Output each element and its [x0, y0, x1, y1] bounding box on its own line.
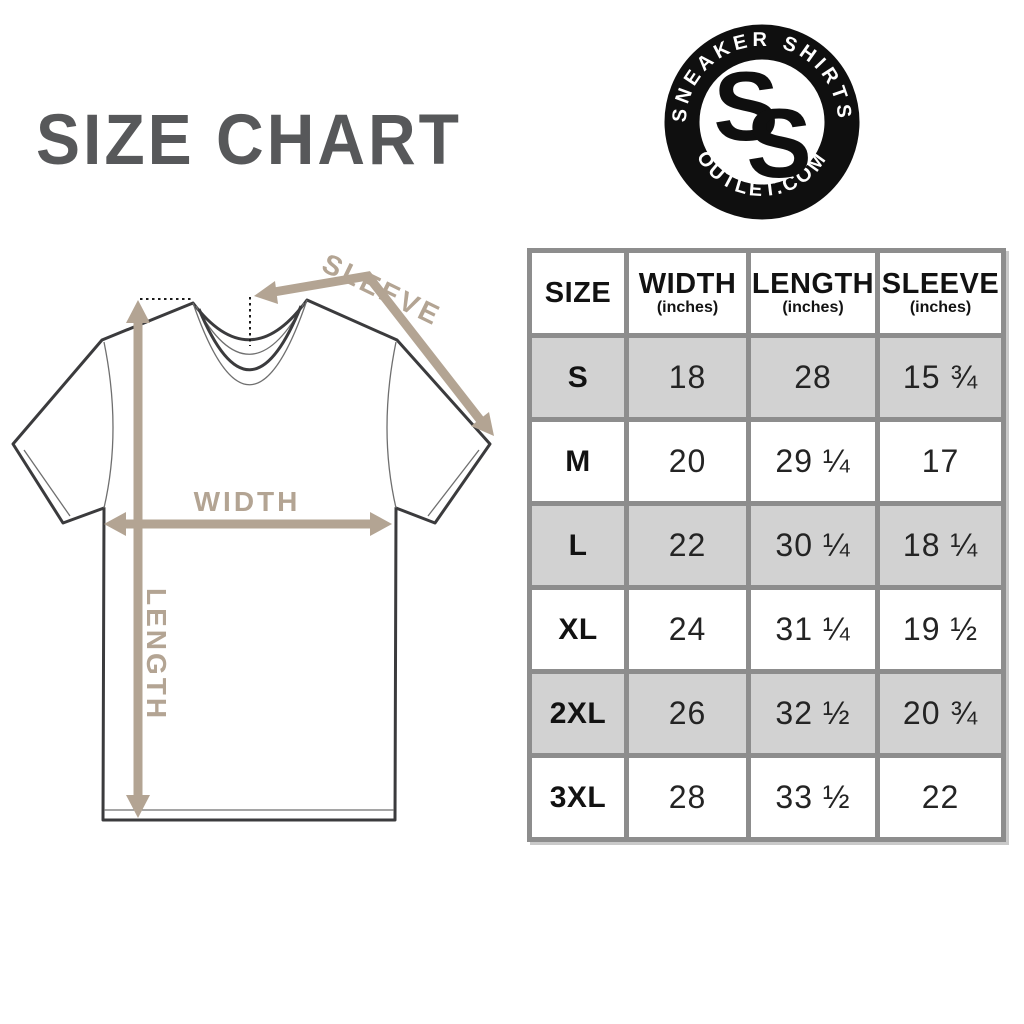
- width-cell: 26: [624, 669, 751, 758]
- width-arrow: [104, 512, 392, 536]
- col-header-sublabel: (inches): [656, 299, 719, 317]
- length-arrow: [126, 300, 150, 818]
- col-header-sublabel: (inches): [909, 299, 972, 317]
- left-cuff-seam: [23, 449, 71, 517]
- col-header-sleeve: SLEEVE (inches): [875, 248, 1006, 338]
- right-cuff-seam: [427, 449, 480, 517]
- sleeve-arrow: [254, 271, 494, 436]
- width-cell: 24: [624, 585, 751, 674]
- width-label: WIDTH: [194, 486, 301, 517]
- table-header-row: SIZE WIDTH (inches) LENGTH (inches) SLEE…: [527, 248, 1006, 338]
- collar-seam-lower: [192, 299, 308, 386]
- width-cell: 22: [624, 501, 751, 590]
- length-cell: 29 ¼: [746, 417, 880, 506]
- size-cell: XL: [527, 585, 629, 674]
- length-cell: 31 ¼: [746, 585, 880, 674]
- sleeve-cell: 19 ½: [875, 585, 1006, 674]
- width-cell: 18: [624, 333, 751, 422]
- size-table-container: SIZE WIDTH (inches) LENGTH (inches) SLEE…: [527, 248, 1006, 842]
- length-cell: 30 ¼: [746, 501, 880, 590]
- sleeve-cell: 17: [875, 417, 1006, 506]
- col-header-label: LENGTH: [751, 267, 875, 300]
- col-header-label: SIZE: [544, 276, 612, 309]
- size-table: SIZE WIDTH (inches) LENGTH (inches) SLEE…: [527, 248, 1006, 842]
- size-cell: 2XL: [527, 669, 629, 758]
- tshirt-drawing: [11, 297, 492, 822]
- table-row-l: L 22 30 ¼ 18 ¼: [527, 501, 1006, 590]
- width-cell: 20: [624, 417, 751, 506]
- col-header-width: WIDTH (inches): [624, 248, 751, 338]
- size-cell: M: [527, 417, 629, 506]
- table-row-s: S 18 28 15 ¾: [527, 333, 1006, 422]
- table-row-m: M 20 29 ¼ 17: [527, 417, 1006, 506]
- logo-ring: [664, 24, 860, 220]
- col-header-label: SLEEVE: [881, 267, 1000, 300]
- length-cell: 32 ½: [746, 669, 880, 758]
- collar-seam-upper: [195, 302, 305, 355]
- table-row-2xl: 2XL 26 32 ½ 20 ¾: [527, 669, 1006, 758]
- sleeve-cell: 15 ¾: [875, 333, 1006, 422]
- size-cell: L: [527, 501, 629, 590]
- tshirt-outline: [11, 298, 492, 822]
- logo-ss-monogram: S S: [713, 51, 811, 198]
- size-cell: S: [527, 333, 629, 422]
- sleeve-cell: 22: [875, 753, 1006, 842]
- sleeve-cell: 20 ¾: [875, 669, 1006, 758]
- col-header-size: SIZE: [527, 248, 629, 338]
- right-sleeve-seam: [386, 341, 397, 509]
- length-cell: 33 ½: [746, 753, 880, 842]
- page-title: SIZE CHART: [36, 99, 462, 179]
- left-sleeve-seam: [103, 341, 114, 509]
- col-header-label: WIDTH: [638, 267, 737, 300]
- length-cell: 28: [746, 333, 880, 422]
- width-cell: 28: [624, 753, 751, 842]
- length-label: LENGTH: [141, 588, 172, 721]
- monogram-s-1: S: [713, 51, 778, 161]
- table-row-3xl: 3XL 28 33 ½ 22: [527, 753, 1006, 842]
- size-cell: 3XL: [527, 753, 629, 842]
- table-row-xl: XL 24 31 ¼ 19 ½: [527, 585, 1006, 674]
- collar-neck-opening: [197, 305, 303, 372]
- col-header-length: LENGTH (inches): [746, 248, 880, 338]
- brand-logo: SNEAKER SHIRTS OUTLET.COM S S: [664, 24, 860, 220]
- col-header-sublabel: (inches): [782, 299, 844, 317]
- monogram-s-2: S: [746, 88, 811, 198]
- sleeve-cell: 18 ¼: [875, 501, 1006, 590]
